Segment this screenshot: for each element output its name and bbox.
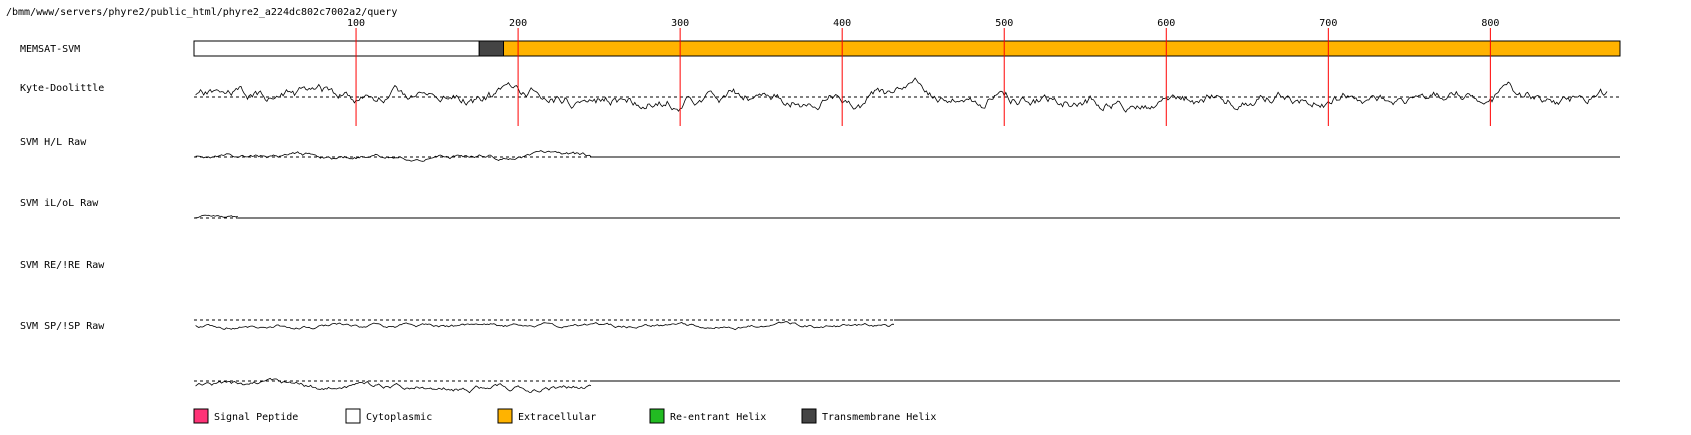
legend-label-3: Re-entrant Helix	[670, 412, 766, 423]
track-label-4: SVM SP/!SP Raw	[20, 321, 105, 332]
track-label-1: SVM H/L Raw	[20, 137, 87, 148]
x-tick-label-3: 400	[833, 18, 851, 29]
query-path: /bmm/www/servers/phyre2/public_html/phyr…	[6, 7, 397, 18]
memsat-segment-2	[503, 40, 1621, 57]
x-tick-label-7: 800	[1481, 18, 1499, 29]
x-tick-label-4: 500	[995, 18, 1013, 29]
track-profile-1	[195, 150, 592, 162]
legend-label-2: Extracellular	[518, 412, 596, 423]
legend-label-4: Transmembrane Helix	[822, 412, 936, 423]
legend-swatch-1	[345, 408, 361, 424]
legend-swatch-2	[497, 408, 513, 424]
x-tick-label-2: 300	[671, 18, 689, 29]
x-tick-label-1: 200	[509, 18, 527, 29]
legend-label-0: Signal Peptide	[214, 412, 298, 423]
track-profile-2	[195, 214, 238, 219]
legend-swatch-4	[801, 408, 817, 424]
legend-label-1: Cytoplasmic	[366, 412, 432, 423]
profile-tracks: Kyte-Doolittle SVM H/L Raw SVM iL/oL Raw SV…	[20, 77, 1620, 394]
x-tick-label-0: 100	[347, 18, 365, 29]
legend-swatch-3	[649, 408, 665, 424]
memsat-segment-0	[193, 40, 480, 57]
track-profile-4	[195, 377, 592, 394]
track-label-0: Kyte-Doolittle	[20, 83, 104, 94]
memsat-label: MEMSAT-SVM	[20, 44, 80, 55]
memsat-track: MEMSAT-SVM	[20, 40, 1621, 57]
memsat-segment-1	[478, 40, 505, 57]
x-tick-label-6: 700	[1319, 18, 1337, 29]
track-profile-0	[195, 77, 1608, 113]
track-profile-3	[195, 321, 895, 331]
track-label-2: SVM iL/oL Raw	[20, 198, 99, 209]
track-label-3: SVM RE/!RE Raw	[20, 260, 105, 271]
x-axis-ticks: 100 200 300 400 500 600 700 800	[347, 18, 1499, 126]
x-tick-label-5: 600	[1157, 18, 1175, 29]
legend: Signal Peptide Cytoplasmic Extracellular Re…	[193, 408, 936, 424]
legend-swatch-0	[193, 408, 209, 424]
